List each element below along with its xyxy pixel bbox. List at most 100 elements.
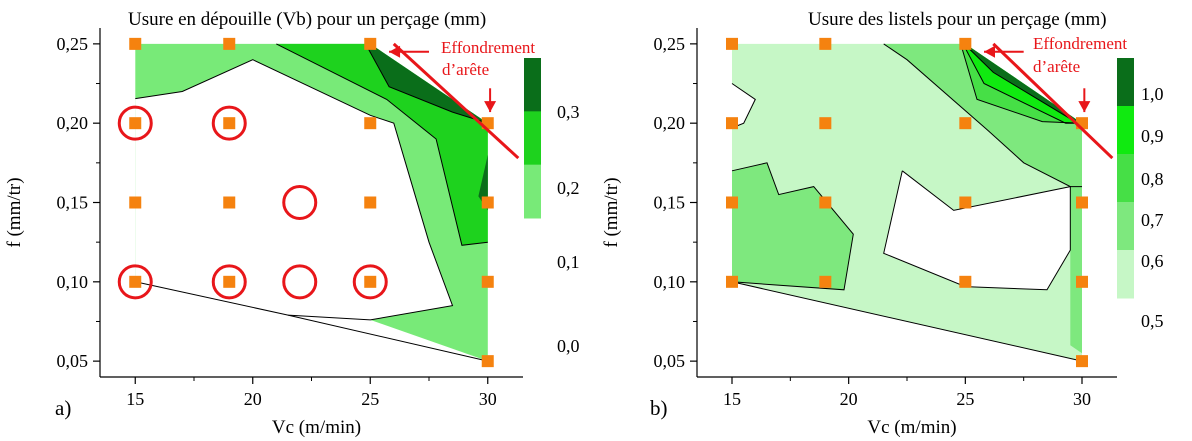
panel-b-title: Usure des listels pour un perçage (mm) [808, 9, 1107, 30]
panel-a-sample-point [481, 355, 494, 368]
panel-b-arrow [1078, 88, 1091, 113]
panel-a-circled-point [352, 264, 388, 300]
panel-b-collapse-line [992, 42, 1114, 160]
panel-b-legend-label: 0,7 [1141, 210, 1164, 230]
panel-b-contour-line [731, 281, 1083, 362]
panel-a-legend-swatch [524, 164, 541, 219]
panel-a-sample-point [129, 37, 142, 50]
panel-b-contour-line [960, 43, 1083, 124]
panel-b-sample-point [959, 196, 972, 209]
panel-b-sample-point [726, 37, 738, 50]
panel-b-legend-swatch [1117, 154, 1134, 203]
panel-b-x-tick-label: 20 [840, 389, 858, 409]
panel-a-sample-point [129, 196, 142, 209]
panel-b-legend-swatch [1117, 250, 1134, 299]
panel-a-annotation-line2: d’arête [442, 60, 489, 79]
panel-a-contour-line [135, 59, 454, 321]
panel-b-y-axis-label: f (mm/tr) [601, 177, 622, 247]
panel-b-x-tick-label: 30 [1073, 389, 1091, 409]
panel-a-sample-point [223, 275, 236, 288]
panel-a-legend-swatch [524, 111, 541, 166]
panel-a-annotation-line1: Effondrement [441, 38, 535, 57]
panel-b-legend-label: 0,9 [1141, 126, 1164, 146]
panel-a-circled-point [117, 264, 153, 300]
panel-a-legend-label: 0,1 [557, 252, 580, 272]
panel-a-panel-label: a) [55, 396, 71, 420]
panel-a: 15 20 25 30 0,05 0,10 0,15 0,20 0,25 Vc (m/min) f … [4, 9, 580, 438]
panel-b-legend-label: 0,8 [1141, 169, 1164, 189]
panel-a-contour-line [276, 43, 488, 246]
panel-a-sample-point [129, 117, 142, 130]
panel-a-y-axis-label: f (mm/tr) [4, 177, 25, 247]
panel-b-y-tick-label: 0,20 [654, 113, 686, 133]
panel-a-legend-label: 0,0 [557, 336, 580, 356]
panel-a-sample-point [364, 275, 377, 288]
panel-b-contour-band [964, 43, 1082, 124]
panel-b-contour-line [731, 162, 854, 291]
panel-a-circled-point [282, 264, 318, 300]
panel-a-x-tick-label: 30 [479, 389, 497, 409]
panel-b-legend-swatch [1117, 58, 1134, 107]
panel-b-sample-point [1076, 355, 1088, 368]
panel-b-sample-point [819, 196, 832, 209]
panel-b-contour-band [883, 43, 1082, 354]
panel-a-sample-point [223, 117, 236, 130]
panel-b-sample-point [1076, 275, 1088, 288]
panel-b-x-axis-label: Vc (m/min) [867, 417, 956, 438]
panel-a-y-tick-label: 0,05 [57, 351, 89, 371]
panel-b-sample-point [819, 117, 832, 130]
panel-b-legend-swatch [1117, 106, 1134, 155]
panel-b-y-tick-label: 0,10 [654, 272, 686, 292]
panel-a-x-tick-label: 15 [126, 389, 144, 409]
panel-a-sample-point [481, 196, 494, 209]
panel-b-contour-band [732, 83, 756, 128]
panel-a-x-axis-label: Vc (m/min) [272, 417, 361, 438]
panel-b-y-tick-label: 0,25 [654, 34, 686, 54]
panel-a-x-tick-label: 25 [361, 389, 379, 409]
panel-a-sample-point [129, 275, 142, 288]
panel-b-annotation-line1: Effondrement [1033, 34, 1127, 53]
panel-b-sample-point [959, 275, 972, 288]
panel-a-collapse-line [392, 42, 520, 160]
panel-a-title: Usure en dépouille (Vb) pour un perçage … [128, 9, 486, 30]
panel-b-x-tick-label: 15 [723, 389, 741, 409]
panel-a-legend-swatch [524, 58, 541, 112]
panel-a-sample-point [364, 117, 377, 130]
panel-a-legend-label: 0,2 [557, 178, 580, 198]
panel-b-x-tick-label: 25 [956, 389, 974, 409]
panel-a-arrow [389, 45, 429, 58]
panel-b-sample-point [726, 117, 738, 130]
panel-a-y-tick-label: 0,15 [57, 193, 89, 213]
panel-b-annotation-line2: d’arête [1033, 57, 1080, 76]
panel-a-circled-point [211, 105, 247, 141]
panel-a-sample-point [223, 37, 236, 50]
panel-a-sample-point [481, 275, 494, 288]
panel-b-sample-point [1076, 196, 1088, 209]
panel-b: 15 20 25 30 0,05 0,10 0,15 0,20 0,25 Vc (m/min) f … [601, 9, 1164, 438]
panel-b-panel-label: b) [650, 396, 668, 420]
panel-a-x-tick-label: 20 [244, 389, 262, 409]
panel-b-y-tick-label: 0,05 [654, 351, 686, 371]
panel-a-circled-point [117, 105, 153, 141]
panel-b-legend-swatch [1117, 202, 1134, 251]
panel-a-contour-line [365, 43, 488, 124]
panel-b-sample-point [726, 196, 738, 209]
panel-a-y-tick-label: 0,25 [57, 34, 89, 54]
panel-b-sample-point [959, 37, 972, 50]
panel-b-contour-band [732, 162, 854, 290]
panel-a-y-tick-label: 0,10 [57, 272, 89, 292]
panel-a-contour-line [287, 314, 488, 362]
panel-a-legend-label: 0,3 [557, 102, 580, 122]
panel-b-legend-label: 0,6 [1141, 251, 1164, 271]
panel-b-sample-point [819, 37, 832, 50]
panel-a-sample-point [223, 196, 236, 209]
panel-b-contour-line [883, 170, 1071, 291]
panel-a-circled-point [282, 185, 318, 220]
panel-b-sample-point [726, 275, 738, 288]
panel-b-legend-label: 1,0 [1141, 84, 1164, 104]
panel-a-legend: 0,3 0,2 0,1 0,0 [524, 58, 580, 356]
panel-b-contour-line [883, 43, 1082, 188]
panel-b-legend: 1,0 0,9 0,8 0,7 0,6 0,5 [1117, 58, 1164, 331]
panel-a-sample-point [364, 37, 377, 50]
